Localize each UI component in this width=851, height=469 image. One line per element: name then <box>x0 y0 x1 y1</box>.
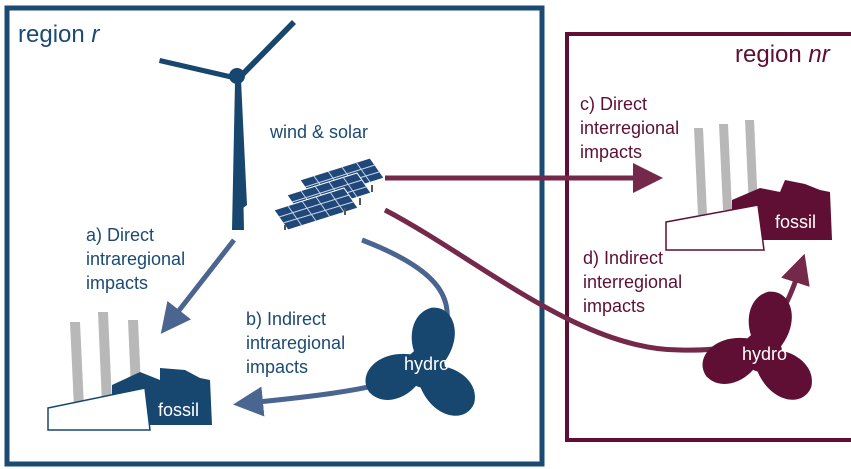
impact-c-label: c) Direct interregional impacts <box>580 94 679 162</box>
text-line: impacts <box>583 296 645 316</box>
text-line: interregional <box>580 118 679 138</box>
text-line: region <box>735 41 802 68</box>
text-line: c) Direct <box>580 94 647 114</box>
text-line: region <box>18 21 85 48</box>
text-line: interregional <box>583 272 682 292</box>
text-line: nr <box>808 41 830 68</box>
solar-panels <box>274 158 384 230</box>
text-line: b) Indirect <box>246 309 326 329</box>
text-line: d) Indirect <box>583 248 663 268</box>
text-line: r <box>91 21 100 48</box>
wind-solar-label: wind & solar <box>269 122 368 142</box>
hydro-label-left: hydro <box>404 354 449 374</box>
text-line: a) Direct <box>86 225 154 245</box>
text-line: intraregional <box>246 333 345 353</box>
text-line: impacts <box>580 142 642 162</box>
impact-a-label: a) Direct intraregional impacts <box>86 225 185 293</box>
text-line: impacts <box>246 357 308 377</box>
hydro-label-right: hydro <box>742 344 787 364</box>
diagram: region r region nr wind & solar fossil f… <box>0 0 851 469</box>
impact-d-label: d) Indirect interregional impacts <box>583 248 682 316</box>
text-line: impacts <box>86 273 148 293</box>
region-right-label: region nr <box>735 41 831 68</box>
text-line: intraregional <box>86 249 185 269</box>
region-left-label: region r <box>18 21 100 48</box>
impact-b-label: b) Indirect intraregional impacts <box>246 309 345 377</box>
fossil-label-left: fossil <box>158 400 199 420</box>
fossil-label-right: fossil <box>775 212 816 232</box>
